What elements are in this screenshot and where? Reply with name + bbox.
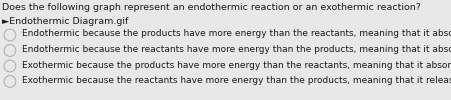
Text: Endothermic because the reactants have more energy than the products, meaning th: Endothermic because the reactants have m…: [22, 45, 451, 54]
Text: Endothermic because the products have more energy than the reactants, meaning th: Endothermic because the products have mo…: [22, 30, 451, 38]
Text: ►Endothermic Diagram.gif: ►Endothermic Diagram.gif: [2, 17, 129, 26]
Text: Does the following graph represent an endothermic reaction or an exothermic reac: Does the following graph represent an en…: [2, 3, 420, 12]
Text: Exothermic because the products have more energy than the reactants, meaning tha: Exothermic because the products have mor…: [22, 60, 451, 70]
Text: Exothermic because the reactants have more energy than the products, meaning tha: Exothermic because the reactants have mo…: [22, 76, 451, 85]
